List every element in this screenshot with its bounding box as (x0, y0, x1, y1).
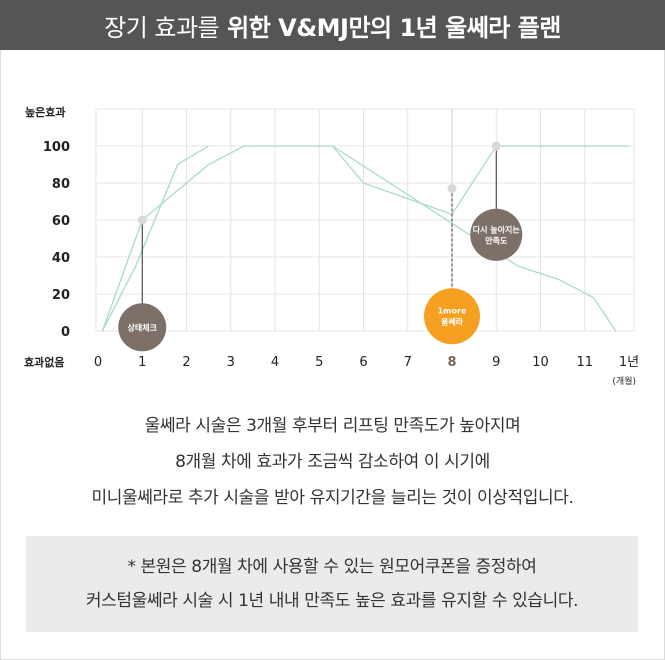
x-tick-label: 3 (227, 355, 235, 370)
x-tick-label: 5 (315, 355, 323, 370)
x-tick-label: 4 (271, 355, 279, 370)
x-tick-label: 1 (138, 355, 146, 370)
x-tick-label: 2 (182, 355, 190, 370)
title-normal: 장기 효과를 (104, 13, 220, 42)
note-box: * 본원은 8개월 차에 사용할 수 있는 원모어쿠폰을 증정하여 커스텀울쎄라… (26, 536, 638, 632)
title-bold: 위한 V&MJ만의 1년 울쎄라 플랜 (227, 13, 561, 42)
description-line-1: 울쎄라 시술은 3개월 후부터 리프팅 만족도가 높아지며 (144, 416, 521, 436)
series-line-1 (101, 145, 209, 332)
x-tick-label: 9 (492, 355, 500, 370)
y-tick-label: 60 (52, 214, 70, 229)
header-banner: 장기 효과를 위한 V&MJ만의 1년 울쎄라 플랜 (0, 0, 665, 50)
x-tick-label: 7 (404, 355, 412, 370)
y-bottom-label: 효과없음 (24, 355, 64, 369)
marker-dot (447, 184, 457, 194)
x-unit-label: (개월) (612, 375, 636, 387)
y-tick-label: 0 (61, 325, 70, 340)
series-line-3 (332, 145, 617, 332)
marker-label: 만족도 (485, 235, 508, 245)
y-tick-label: 20 (52, 288, 70, 303)
description-line-2: 8개월 차에 효과가 조금씩 감소하여 이 시기에 (175, 452, 490, 472)
y-tick-label: 80 (52, 177, 70, 192)
description-line-3: 미니울쎄라로 추가 시술을 받아 유지기간을 늘리는 것이 이상적입니다. (91, 488, 574, 508)
x-tick-label: 1년 (619, 355, 639, 370)
y-tick-label: 40 (52, 251, 70, 266)
x-tick-label: 10 (532, 355, 549, 370)
description: 울쎄라 시술은 3개월 후부터 리프팅 만족도가 높아지며 8개월 차에 효과가… (0, 408, 665, 516)
x-tick-label: 0 (94, 355, 102, 370)
note-line-2: 커스텀울쎄라 시술 시 1년 내내 만족도 높은 효과를 유지할 수 있습니다. (85, 591, 579, 611)
marker-label: 1more (438, 307, 467, 316)
marker-dot (137, 215, 147, 225)
series-line-2 (101, 145, 629, 332)
marker-dot (491, 141, 501, 151)
note-line-1: * 본원은 8개월 차에 사용할 수 있는 원모어쿠폰을 증정하여 (127, 557, 537, 577)
x-tick-label: 11 (576, 355, 593, 370)
marker-label: 울쎄라 (441, 317, 464, 327)
marker-bubble (118, 303, 167, 352)
marker-bubble (470, 208, 523, 261)
marker-label: 다시 높아지는 (473, 224, 521, 234)
x-tick-label: 6 (359, 355, 367, 370)
marker-label: 상태체크 (128, 322, 158, 332)
x-tick-label: 8 (447, 355, 456, 370)
marker-bubble (424, 288, 480, 345)
y-tick-label: 100 (43, 140, 70, 155)
y-axis-label: 높은효과 (25, 105, 65, 119)
